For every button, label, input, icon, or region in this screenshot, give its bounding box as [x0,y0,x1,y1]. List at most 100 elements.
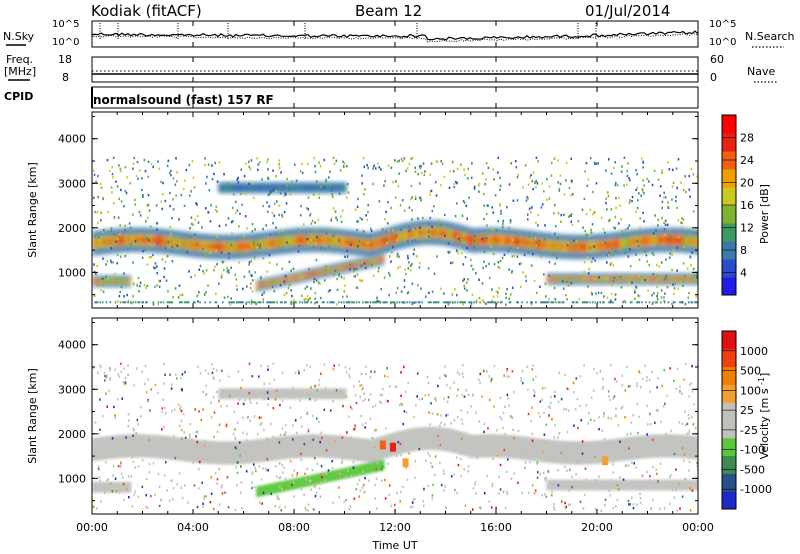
speckle [262,204,264,208]
speckle [180,301,182,304]
velocity-cell [240,388,244,400]
speckle [225,423,228,427]
speckle [488,375,491,378]
speckle [254,271,257,274]
speckle [492,211,495,214]
speckle [679,281,682,284]
speckle [236,288,238,291]
speckle [626,169,628,173]
speckle [493,405,495,408]
velocity-cell [272,482,276,494]
speckle [139,214,142,217]
speckle [216,180,219,183]
speckle [655,301,657,304]
speckle [661,384,663,388]
cpid-label: CPID [4,90,34,103]
speckle [344,365,347,369]
velocity-cell [304,476,308,487]
speckle [679,438,682,442]
speckle [664,292,666,295]
speckle [538,239,541,243]
speckle [539,285,541,288]
speckle [541,182,544,185]
speckle [593,245,595,248]
speckle [490,379,493,383]
speckle [398,403,401,407]
speckle [644,278,647,282]
speckle [388,385,391,388]
speckle [696,461,698,465]
band-core [661,237,665,243]
speckle [307,241,309,245]
speckle [238,225,240,228]
speckle [463,284,466,288]
speckle [346,249,348,253]
speckle [170,383,173,386]
speckle [521,370,524,373]
speckle [331,459,334,463]
velocity-cell [609,479,613,491]
speckle [444,374,447,378]
speckle [129,301,132,304]
speckle [546,177,548,181]
speckle [253,485,256,489]
band-core [516,239,520,244]
speckle [346,255,349,258]
speckle [238,441,241,444]
band-core [296,276,300,279]
speckle [380,168,382,171]
speckle [432,301,435,304]
speckle [377,300,379,303]
power-band [218,182,347,194]
speckle [526,213,529,216]
speckle [559,301,561,304]
speckle [368,479,370,482]
velocity-cell [96,481,100,493]
speckle [681,217,683,220]
speckle [216,235,219,238]
speckle [511,270,513,273]
speckle [311,219,314,223]
speckle [168,443,171,446]
band-core [314,237,318,243]
velocity-cell [359,464,363,476]
speckle [630,496,633,499]
speckle [167,301,170,304]
speckle [420,171,423,175]
speckle [669,502,672,506]
speckle [234,273,236,276]
speckle [406,254,409,258]
band-core [276,186,281,189]
speckle [195,430,198,433]
velocity-cell [347,467,351,478]
band-core [576,278,580,281]
speckle [109,368,111,372]
speckle [682,218,685,221]
speckle [268,192,271,196]
velocity-cell [312,474,316,486]
speckle [144,236,147,240]
speckle [474,481,477,484]
speckle [627,464,630,467]
speckle [536,461,539,464]
speckle [612,166,615,170]
band-core [303,186,307,189]
speckle [361,182,364,185]
speckle [104,461,107,464]
velocity-cell [251,439,255,463]
speckle [369,375,372,379]
speckle [115,277,118,281]
velocity-cell [228,388,232,400]
speckle [434,399,437,403]
velocity-cell [691,479,696,491]
speckle [593,455,596,459]
speckle [218,161,221,164]
band-core [647,238,651,243]
speckle [242,431,244,434]
speckle [202,502,204,505]
speckle [179,407,181,411]
band-core [397,234,401,240]
speckle [372,437,374,440]
band-core [655,237,659,243]
speckle [564,373,566,377]
